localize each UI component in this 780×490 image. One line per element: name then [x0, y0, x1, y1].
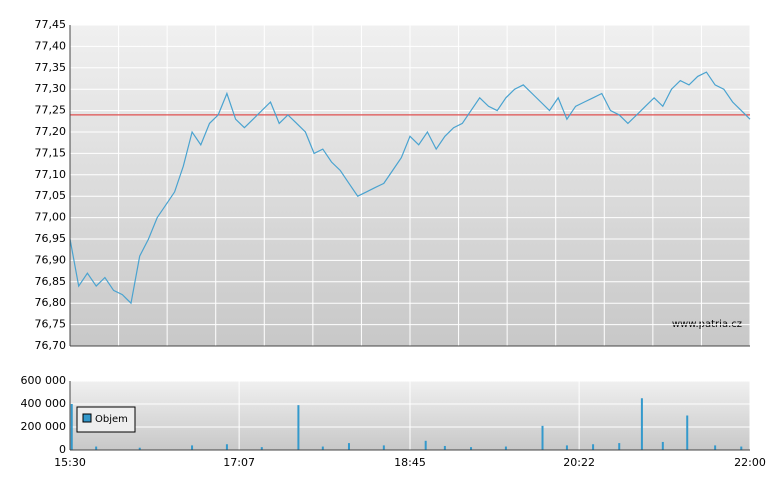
y-tick-label: 76,90: [35, 253, 67, 266]
y-tick-label: 76,70: [35, 339, 67, 352]
price-line: [69, 71, 751, 305]
volume-bar: [260, 447, 263, 450]
volume-bar: [70, 404, 73, 450]
legend-label: Objem: [95, 414, 128, 425]
volume-bar: [443, 445, 446, 450]
x-tick-label: 18:45: [394, 456, 426, 469]
volume-bar: [618, 443, 621, 450]
y-tick-label: 0: [59, 443, 66, 456]
y-tick-label: 77,35: [35, 61, 67, 74]
x-tick-label: 15:30: [54, 456, 86, 469]
y-tick-label: 76,85: [35, 275, 67, 288]
y-tick-label: 77,45: [35, 18, 67, 31]
y-tick-label: 76,80: [35, 296, 67, 309]
volume-bar: [686, 415, 689, 450]
volume-bar: [225, 444, 228, 450]
volume-bar: [191, 445, 194, 450]
volume-bar: [714, 445, 717, 450]
y-tick-label: 77,05: [35, 189, 67, 202]
volume-bar: [661, 441, 664, 450]
y-tick-label: 77,15: [35, 146, 67, 159]
y-tick-label: 400 000: [21, 397, 67, 410]
y-tick-label: 77,40: [35, 39, 67, 52]
volume-bar: [640, 398, 643, 450]
volume-bar: [541, 425, 544, 450]
y-tick-label: 77,20: [35, 125, 67, 138]
volume-bar: [504, 446, 507, 450]
x-tick-label: 20:22: [563, 456, 595, 469]
y-tick-label: 200 000: [21, 420, 67, 433]
volume-bar: [382, 445, 385, 450]
y-tick-label: 76,75: [35, 318, 67, 331]
volume-bar: [95, 446, 98, 450]
y-tick-label: 77,00: [35, 211, 67, 224]
volume-bar: [347, 443, 350, 450]
x-tick-label: 22:00: [734, 456, 766, 469]
volume-bar: [424, 440, 427, 450]
volume-bar: [592, 444, 595, 450]
y-tick-label: 77,25: [35, 104, 67, 117]
y-tick-label: 600 000: [21, 374, 67, 387]
volume-bar: [740, 446, 743, 450]
volume-bar: [470, 447, 473, 450]
y-tick-label: 77,30: [35, 82, 67, 95]
volume-bar: [138, 447, 141, 450]
x-tick-label: 17:07: [223, 456, 255, 469]
y-tick-label: 76,95: [35, 232, 67, 245]
volume-bar: [297, 405, 300, 450]
legend-swatch: [82, 413, 92, 423]
y-tick-label: 77,10: [35, 168, 67, 181]
volume-bar: [321, 446, 324, 450]
volume-bar: [565, 445, 568, 450]
